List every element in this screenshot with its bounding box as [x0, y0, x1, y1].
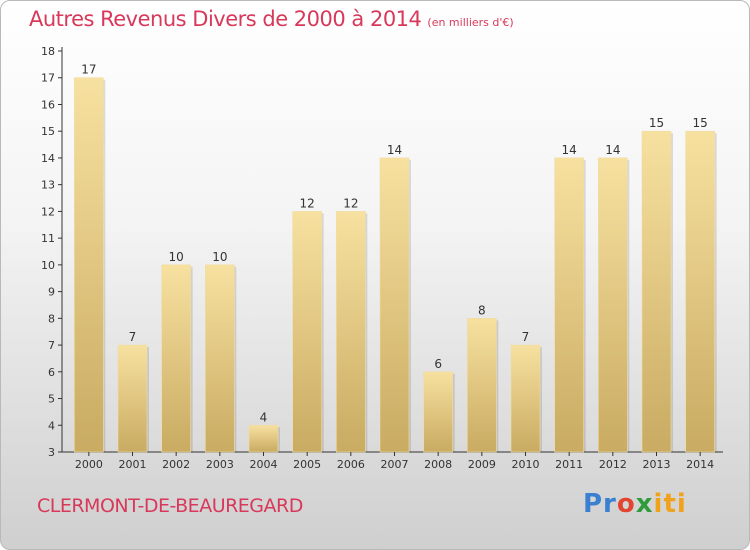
- y-tick-label: 13: [41, 179, 55, 192]
- chart-title: Autres Revenus Divers de 2000 à 2014 (en …: [29, 7, 514, 31]
- bar-value-label: 17: [81, 63, 96, 77]
- logo-part-0: Pr: [583, 489, 617, 519]
- bar: [598, 157, 628, 453]
- bar-value-label: 12: [300, 196, 315, 210]
- x-tick-label: 2006: [337, 458, 365, 471]
- bar-value-label: 7: [129, 330, 137, 344]
- bar: [336, 211, 366, 453]
- x-tick-label: 2001: [119, 458, 147, 471]
- bar-value-label: 4: [260, 410, 268, 424]
- bar-value-label: 15: [649, 116, 664, 130]
- bar: [74, 77, 104, 453]
- bar-value-label: 10: [212, 250, 227, 264]
- bar: [685, 130, 715, 453]
- bar: [467, 318, 497, 453]
- x-tick-label: 2009: [468, 458, 496, 471]
- bar-value-label: 6: [434, 357, 442, 371]
- bar-value-label: 8: [478, 303, 486, 317]
- y-tick-label: 18: [41, 45, 55, 58]
- bar: [205, 264, 235, 453]
- y-tick-label: 7: [48, 339, 55, 352]
- bar-value-label: 7: [522, 330, 530, 344]
- y-tick-label: 6: [48, 366, 55, 379]
- bar: [292, 211, 322, 453]
- y-tick-label: 11: [41, 232, 55, 245]
- commune-name: CLERMONT-DE-BEAUREGARD: [37, 495, 303, 517]
- logo-part-1: o: [616, 489, 636, 519]
- y-tick-label: 12: [41, 205, 55, 218]
- y-tick-label: 5: [48, 393, 55, 406]
- y-tick-label: 16: [41, 98, 55, 111]
- bar-value-label: 14: [605, 143, 620, 157]
- bar-value-label: 14: [562, 143, 577, 157]
- bar-value-label: 10: [169, 250, 184, 264]
- y-tick-label: 3: [48, 446, 55, 459]
- bar-value-label: 12: [343, 196, 358, 210]
- y-tick-label: 8: [48, 312, 55, 325]
- bar: [379, 157, 410, 453]
- y-tick-label: 14: [41, 152, 55, 165]
- x-tick-label: 2007: [381, 458, 409, 471]
- x-tick-label: 2004: [250, 458, 278, 471]
- bar: [161, 264, 191, 453]
- bar: [117, 344, 148, 453]
- x-tick-label: 2014: [686, 458, 714, 471]
- x-tick-label: 2011: [555, 458, 583, 471]
- logo-part-3: iti: [653, 489, 687, 519]
- y-tick-label: 17: [41, 72, 55, 85]
- y-tick-label: 10: [41, 259, 55, 272]
- bar: [248, 424, 279, 453]
- x-tick-label: 2003: [206, 458, 234, 471]
- x-tick-label: 2012: [599, 458, 627, 471]
- bar-value-label: 14: [387, 143, 402, 157]
- bar: [423, 371, 453, 453]
- bar: [554, 157, 584, 453]
- y-tick-label: 15: [41, 125, 55, 138]
- bar-value-label: 15: [693, 116, 708, 130]
- chart-title-text: Autres Revenus Divers de 2000 à 2014: [29, 7, 422, 31]
- y-tick-label: 4: [48, 419, 55, 432]
- x-tick-label: 2013: [643, 458, 671, 471]
- x-tick-label: 2010: [512, 458, 540, 471]
- logo-part-2: x: [635, 489, 654, 519]
- x-tick-label: 2002: [162, 458, 190, 471]
- proxiti-logo: Proxiti: [583, 489, 687, 519]
- bar: [510, 344, 541, 453]
- y-tick-label: 9: [48, 286, 55, 299]
- bar: [641, 130, 672, 453]
- chart-subtitle: (en milliers d'€): [427, 16, 514, 29]
- x-tick-label: 2005: [293, 458, 321, 471]
- x-tick-label: 2000: [75, 458, 103, 471]
- x-tick-label: 2008: [424, 458, 452, 471]
